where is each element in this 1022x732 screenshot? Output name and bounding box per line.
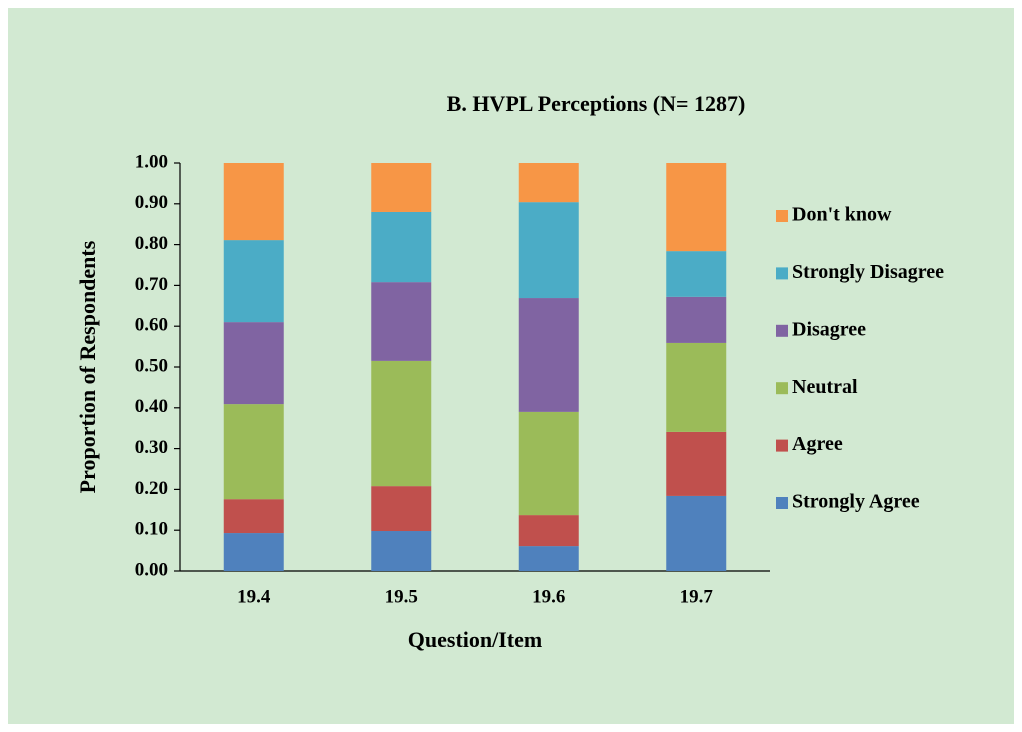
y-tick-label: 0.20	[135, 478, 168, 499]
legend-swatch	[776, 324, 788, 337]
bar-segment	[223, 404, 284, 500]
bar-segment	[371, 282, 432, 361]
x-tick-label: 19.4	[237, 586, 271, 607]
y-tick-label: 0.10	[135, 519, 168, 540]
bar-segment	[666, 431, 727, 496]
x-tick-label: 19.5	[385, 586, 418, 607]
y-tick-label: 0.50	[135, 355, 168, 376]
bar-segment	[666, 495, 727, 571]
bar-segment	[666, 342, 727, 432]
bar-segment	[518, 515, 579, 547]
y-tick-label: 0.60	[135, 315, 168, 336]
legend-label: Agree	[792, 433, 843, 455]
bar-segment	[223, 240, 284, 323]
bar-segment	[518, 411, 579, 516]
y-tick-label: 0.70	[135, 274, 168, 295]
bar-segment	[518, 546, 579, 571]
bar-segment	[223, 163, 284, 241]
legend-label: Strongly Agree	[792, 491, 920, 513]
chart-title: B. HVPL Perceptions (N= 1287)	[447, 91, 746, 116]
chart-background	[8, 8, 1014, 724]
x-tick-label: 19.6	[532, 586, 565, 607]
y-tick-label: 1.00	[135, 151, 168, 172]
legend-label: Disagree	[792, 318, 866, 340]
bar-segment	[666, 296, 727, 343]
bar-segment	[666, 163, 727, 252]
x-axis-title: Question/Item	[408, 627, 542, 652]
bar-segment	[371, 360, 432, 487]
y-tick-label: 0.80	[135, 233, 168, 254]
legend-swatch	[776, 439, 788, 452]
y-tick-label: 0.00	[135, 559, 168, 580]
bar-segment	[223, 533, 284, 571]
bar-segment	[666, 251, 727, 297]
legend-label: Strongly Disagree	[792, 261, 944, 283]
legend-swatch	[776, 267, 788, 280]
y-tick-label: 0.40	[135, 396, 168, 417]
bar-segment	[518, 163, 579, 203]
bar-segment	[371, 211, 432, 283]
bar-segment	[518, 298, 579, 412]
bar-segment	[223, 499, 284, 534]
legend-swatch	[776, 210, 788, 222]
legend-label: Neutral	[792, 376, 858, 398]
bar-segment	[371, 163, 432, 212]
legend-label: Don't know	[792, 204, 892, 226]
y-tick-label: 0.90	[135, 192, 168, 213]
y-tick-label: 0.30	[135, 437, 168, 458]
bar-segment	[223, 322, 284, 405]
legend-swatch	[776, 497, 788, 509]
bar-segment	[371, 486, 432, 532]
legend-swatch	[776, 382, 788, 395]
bar-segment	[518, 202, 579, 299]
bar-segment	[371, 531, 432, 571]
x-tick-label: 19.7	[680, 586, 714, 607]
y-axis-title: Proportion of Respondents	[75, 240, 100, 493]
